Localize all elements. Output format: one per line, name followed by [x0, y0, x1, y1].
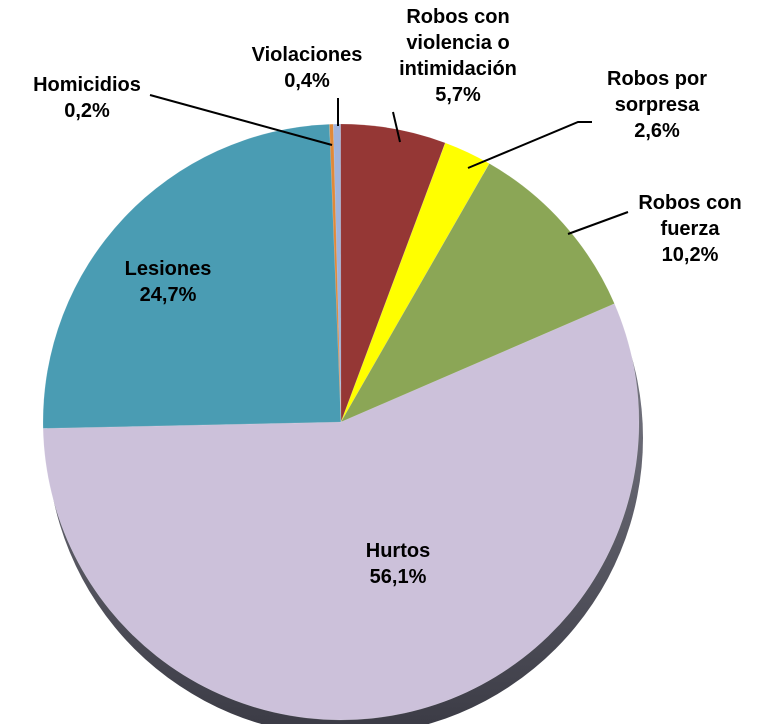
slice-label: Robos con violencia o intimidación 5,7% — [368, 4, 548, 108]
category-label: Violaciones — [251, 44, 363, 66]
value-label: 2,6% — [634, 120, 680, 142]
value-label: 56,1% — [369, 566, 427, 588]
pie-slice — [340, 142, 490, 423]
leader-line — [567, 211, 629, 235]
value-label: 5,7% — [435, 84, 481, 106]
leader-line — [467, 121, 592, 169]
slice-label: Lesiones 24,7% — [88, 256, 248, 308]
leader-line — [149, 94, 333, 146]
category-label: Homicidios — [33, 74, 141, 96]
slice-label: Hurtos 56,1% — [318, 538, 478, 590]
value-label: 0,2% — [64, 100, 110, 122]
category-label: Hurtos — [365, 540, 431, 562]
leader-line — [392, 111, 401, 143]
pie-slice — [42, 303, 640, 721]
value-label: 10,2% — [661, 244, 719, 266]
category-label: Robos con fuerza — [638, 192, 742, 240]
category-label: Robos por sorpresa — [607, 68, 707, 116]
leader-lines — [149, 94, 629, 235]
slice-label: Homicidios 0,2% — [2, 72, 172, 124]
slice-label: Robos con fuerza 10,2% — [610, 190, 758, 268]
pie-slice — [329, 123, 342, 423]
value-label: 24,7% — [139, 284, 197, 306]
value-label: 0,4% — [284, 70, 330, 92]
pie-slice — [42, 123, 342, 429]
pie-slice — [340, 123, 446, 423]
category-label: Lesiones — [124, 258, 212, 280]
category-label: Robos con violencia o intimidación — [399, 6, 517, 80]
slice-label: Robos por sorpresa 2,6% — [582, 66, 732, 144]
pie-slice — [332, 123, 342, 423]
slice-label: Violaciones 0,4% — [232, 42, 382, 94]
pie-slice — [340, 163, 615, 423]
